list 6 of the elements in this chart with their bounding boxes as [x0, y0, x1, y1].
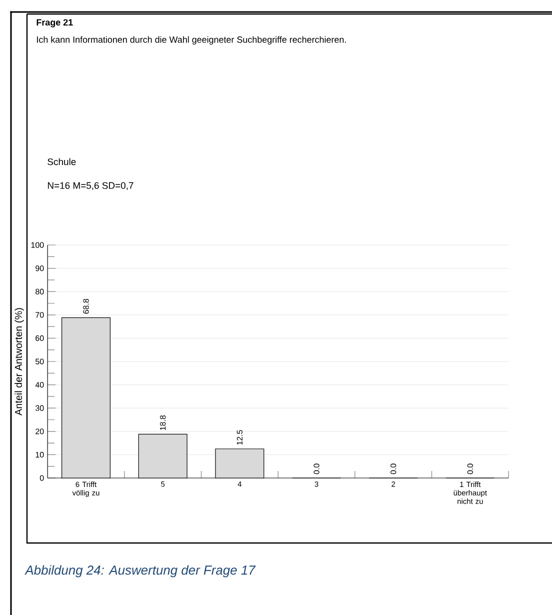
- text: N=16 M=5,6 SD=0,7: [48, 182, 134, 190]
- chart-subtitle: Ich kann Informationen durch die Wahl geeigneter Suchbegriffe recherchieren.: [37, 36, 346, 45]
- chart-title: Frage 21: [36, 19, 73, 28]
- text: Abbildung 24: Auswertung der Frage 17: [24, 565, 256, 578]
- y-axis-title: Anteil der Antworten (%): [14, 308, 24, 416]
- text: Schule: [48, 158, 76, 166]
